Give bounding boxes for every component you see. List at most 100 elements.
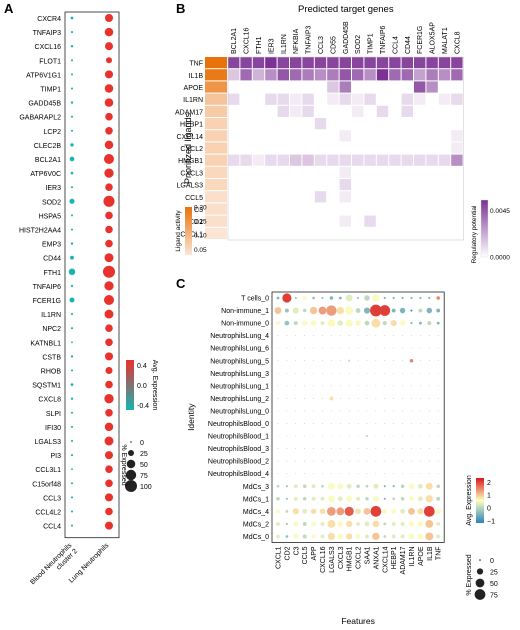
- expression-dot: [310, 320, 317, 326]
- panel-c-letter: C: [176, 276, 186, 291]
- expression-dot: [103, 195, 115, 207]
- size-legend-dot: [126, 459, 136, 469]
- identity-label: NeutrophilsBlood_3: [208, 446, 269, 453]
- identity-label: MdCs_0: [243, 534, 269, 541]
- expression-dot: [401, 296, 404, 300]
- heatmap-cell: [327, 154, 339, 166]
- expression-dot: [337, 320, 344, 326]
- identity-label: MdCs_1: [243, 496, 269, 503]
- heatmap-cell: [228, 93, 240, 105]
- expression-dot: [348, 335, 350, 336]
- gene-label: EMP3: [42, 242, 61, 249]
- expression-dot: [436, 534, 441, 539]
- expression-dot: [379, 305, 391, 316]
- expression-dot: [70, 524, 74, 527]
- target-gene-label: TNFAIP6: [380, 25, 387, 54]
- ligand-activity-cell: [205, 105, 227, 117]
- expression-dot: [366, 473, 368, 475]
- expression-dot: [313, 335, 314, 336]
- expression-dot: [105, 465, 113, 473]
- gene-label: CXCL8: [38, 397, 61, 404]
- expression-dot: [339, 398, 341, 399]
- feature-label: CCL5: [302, 546, 309, 564]
- expression-dot: [301, 320, 308, 326]
- heatmap-cell: [401, 57, 413, 69]
- expression-dot: [420, 360, 421, 362]
- expression-dot: [419, 321, 422, 325]
- expression-dot: [393, 410, 395, 412]
- target-gene-label: CXCL16: [244, 27, 251, 54]
- identity-label: NeutrophilsLung_5: [210, 358, 269, 365]
- expression-dot: [437, 360, 439, 362]
- expression-dot: [331, 448, 332, 449]
- heatmap-cell: [327, 57, 339, 69]
- target-gene-label: CXCL8: [454, 31, 461, 54]
- expression-dot: [357, 398, 359, 399]
- expression-dot: [364, 320, 370, 326]
- feature-label: HMGB1: [347, 546, 354, 571]
- heatmap-cell: [426, 154, 438, 166]
- expression-dot: [329, 396, 334, 401]
- expression-dot: [410, 322, 413, 325]
- expression-dot: [321, 296, 324, 300]
- target-gene-label: IL1RN: [281, 34, 288, 54]
- heatmap-cell: [339, 130, 351, 142]
- expression-dot: [339, 385, 341, 387]
- expression-dot: [357, 335, 359, 336]
- expression-dot: [295, 360, 297, 362]
- expression-dot: [436, 484, 440, 489]
- expression-dot: [411, 372, 412, 374]
- target-gene-label: GADD45B: [343, 21, 350, 54]
- expression-dot: [327, 319, 336, 327]
- size-legend-label: 0: [140, 440, 144, 447]
- expression-dot: [393, 372, 395, 374]
- color-legend-tick: −1: [487, 518, 495, 525]
- potential-legend-bar: [480, 199, 489, 258]
- expression-dot: [322, 347, 323, 349]
- expression-dot: [286, 347, 288, 349]
- heatmap-cell: [414, 154, 426, 166]
- expression-dot: [357, 423, 359, 424]
- expression-dot: [391, 534, 396, 539]
- heatmap-cell: [339, 93, 351, 105]
- expression-dot: [408, 483, 415, 490]
- expression-dot: [365, 484, 369, 488]
- identity-label: T cells_0: [241, 296, 269, 303]
- expression-dot: [310, 508, 317, 515]
- expression-dot: [284, 320, 290, 326]
- expression-dot: [70, 59, 74, 62]
- expression-dot: [70, 171, 74, 175]
- expression-dot: [302, 308, 307, 313]
- expression-dot: [428, 410, 430, 412]
- expression-dot: [339, 435, 341, 437]
- expression-dot: [106, 57, 112, 64]
- expression-dot: [382, 321, 387, 326]
- panel-a-dotplot: CXCR4 TNFAIP3 CXCL16 FLOT1 ATP6V1G1 TIMP1 GADD…: [19, 11, 158, 586]
- expression-dot: [356, 521, 361, 526]
- expression-dot: [375, 435, 377, 437]
- panel-a-letter: A: [4, 1, 14, 16]
- ligand-activity-cell: [205, 179, 227, 191]
- ligand-activity-cell: [205, 191, 227, 203]
- gene-label: BCL2A1: [35, 157, 61, 164]
- target-gene-label: CD55: [330, 36, 337, 54]
- expression-dot: [313, 360, 314, 362]
- panel-c-frame: [271, 291, 445, 543]
- ligand-activity-cell: [205, 69, 227, 81]
- expression-dot: [437, 423, 439, 424]
- expression-dot: [363, 507, 371, 515]
- expression-dot: [366, 347, 368, 349]
- expression-dot: [277, 435, 279, 437]
- expression-dot: [391, 521, 396, 526]
- expression-dot: [304, 360, 306, 362]
- expression-dot: [311, 521, 317, 527]
- heatmap-cell: [339, 215, 351, 227]
- expression-dot: [348, 398, 350, 399]
- expression-dot: [331, 423, 332, 424]
- identity-label: NeutrophilsBlood_2: [208, 459, 269, 466]
- gene-label: NPC2: [42, 326, 61, 333]
- expression-dot: [276, 484, 280, 488]
- expression-dot: [103, 265, 115, 278]
- feature-label: HEBP1: [391, 546, 398, 569]
- expression-dot: [357, 296, 360, 300]
